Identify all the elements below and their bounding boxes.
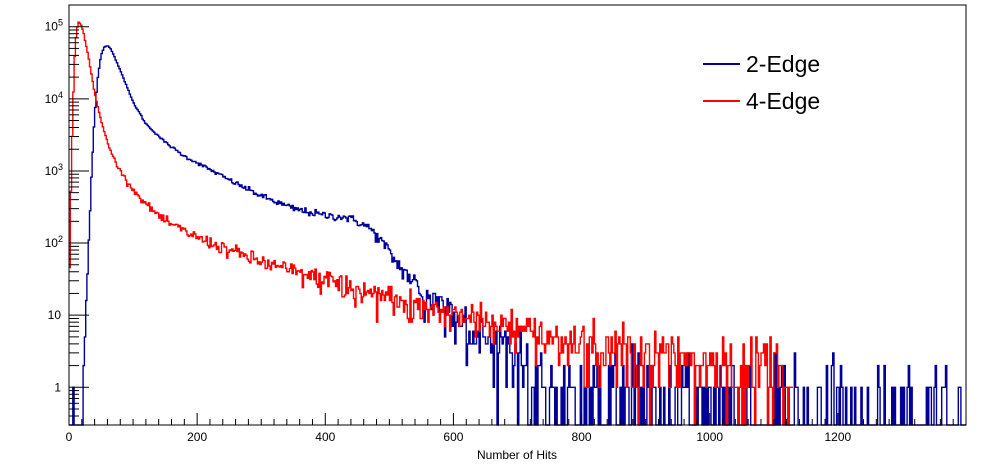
legend-label-4-edge: 4-Edge: [746, 88, 820, 114]
x-tick-label: 0: [66, 430, 73, 444]
series-line-4-edge: [69, 21, 793, 426]
x-tick-label: 600: [443, 430, 463, 444]
series-layer: [69, 21, 966, 426]
x-tick-label: 800: [572, 430, 592, 444]
x-tick-label: 400: [315, 430, 335, 444]
series-line-2-edge: [69, 45, 966, 426]
y-tick-label: 1: [54, 380, 61, 394]
x-tick-label: 200: [187, 430, 207, 444]
x-tick-label: 1000: [696, 430, 723, 444]
y-tick-label: 10: [48, 308, 62, 322]
x-tick-label: 1200: [825, 430, 852, 444]
legend: 2-Edge 4-Edge: [703, 51, 820, 114]
legend-label-2-edge: 2-Edge: [746, 51, 820, 77]
x-axis: 0 200 400 600 800 1000 1200: [66, 413, 954, 444]
x-axis-label: Number of Hits: [477, 448, 557, 462]
